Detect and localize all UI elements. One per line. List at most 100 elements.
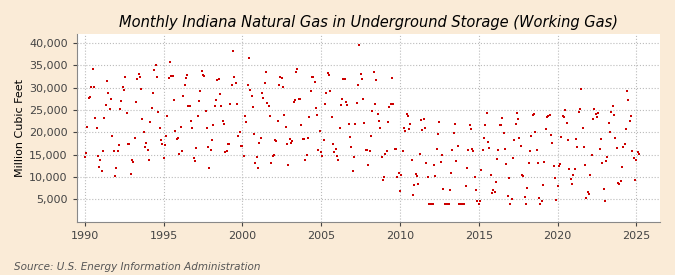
Point xyxy=(296,123,307,127)
Point xyxy=(201,126,212,130)
Point xyxy=(294,96,304,101)
Point xyxy=(506,197,517,202)
Point xyxy=(505,202,516,206)
Point xyxy=(587,152,597,157)
Point xyxy=(477,148,488,152)
Point xyxy=(606,110,617,114)
Point xyxy=(90,116,101,120)
Point xyxy=(82,125,92,130)
Point xyxy=(421,161,431,166)
Point xyxy=(113,143,124,147)
Point xyxy=(331,153,342,158)
Point xyxy=(450,122,460,126)
Point xyxy=(468,149,479,153)
Point xyxy=(383,120,394,124)
Point xyxy=(376,155,387,159)
Point xyxy=(295,97,306,101)
Point xyxy=(111,165,122,170)
Point xyxy=(416,117,427,122)
Point xyxy=(183,103,194,108)
Point xyxy=(134,75,145,79)
Point xyxy=(205,148,216,153)
Point xyxy=(516,144,526,149)
Point xyxy=(138,130,149,134)
Point xyxy=(202,145,213,149)
Point xyxy=(396,172,406,177)
Point xyxy=(354,43,364,47)
Point xyxy=(259,81,270,86)
Point xyxy=(92,154,103,159)
Point xyxy=(337,97,348,101)
Point xyxy=(234,130,245,134)
Point xyxy=(539,160,550,164)
Point xyxy=(597,161,608,165)
Point xyxy=(144,158,155,163)
Point xyxy=(595,136,606,141)
Point xyxy=(614,182,624,186)
Point xyxy=(245,87,256,92)
Point xyxy=(149,67,160,72)
Point xyxy=(263,104,274,108)
Point xyxy=(394,171,404,175)
Point xyxy=(370,101,381,106)
Point xyxy=(341,100,352,104)
Point xyxy=(283,163,294,167)
Point xyxy=(381,149,392,153)
Point xyxy=(519,195,530,200)
Point xyxy=(422,175,433,179)
Point xyxy=(270,138,281,142)
Point xyxy=(79,155,90,160)
Point xyxy=(463,148,474,152)
Point xyxy=(273,119,284,124)
Point xyxy=(132,76,142,81)
Point xyxy=(266,161,277,165)
Point xyxy=(80,151,91,155)
Point xyxy=(333,157,344,162)
Point xyxy=(493,148,504,152)
Point xyxy=(98,148,109,153)
Point xyxy=(464,123,475,127)
Point xyxy=(291,70,302,75)
Point xyxy=(562,120,572,125)
Point xyxy=(543,114,554,119)
Point xyxy=(389,147,400,152)
Point xyxy=(122,111,132,115)
Point xyxy=(409,183,420,188)
Point xyxy=(618,144,628,149)
Point xyxy=(627,149,638,153)
Point xyxy=(262,100,273,105)
Point xyxy=(628,156,639,161)
Point xyxy=(498,131,509,135)
Point xyxy=(581,196,592,200)
Point xyxy=(559,114,570,119)
Point xyxy=(437,153,448,158)
Point xyxy=(347,169,358,174)
Point xyxy=(99,116,110,121)
Point xyxy=(128,160,138,164)
Point xyxy=(418,117,429,122)
Point xyxy=(481,111,492,116)
Point xyxy=(238,154,249,158)
Point xyxy=(509,138,520,142)
Point xyxy=(219,122,230,127)
Point xyxy=(405,122,416,127)
Point xyxy=(356,77,367,81)
Point xyxy=(163,76,174,80)
Point xyxy=(279,113,290,117)
Point xyxy=(252,166,263,170)
Point xyxy=(623,98,634,102)
Point xyxy=(120,75,131,79)
Point xyxy=(292,67,303,71)
Point xyxy=(568,173,578,177)
Point xyxy=(438,186,449,191)
Point xyxy=(319,138,329,142)
Point xyxy=(154,126,165,130)
Point xyxy=(190,159,200,163)
Point xyxy=(221,148,232,153)
Point xyxy=(348,154,359,159)
Point xyxy=(248,105,259,110)
Point xyxy=(442,202,453,206)
Text: Source: U.S. Energy Information Administration: Source: U.S. Energy Information Administ… xyxy=(14,262,260,272)
Point xyxy=(157,142,167,146)
Point xyxy=(233,134,244,139)
